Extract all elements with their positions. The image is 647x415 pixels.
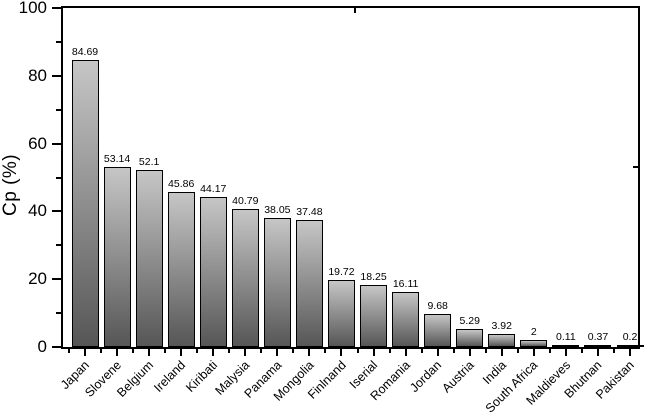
bar xyxy=(520,340,548,347)
y-tick-label: 40 xyxy=(28,201,47,221)
x-axis-minor-tick xyxy=(196,349,199,353)
x-axis-minor-tick xyxy=(613,349,616,353)
bar-value-label: 53.14 xyxy=(103,152,131,165)
bar-value-label: 0.2 xyxy=(622,331,638,343)
x-axis-major-tick xyxy=(180,349,183,356)
x-axis-minor-tick xyxy=(420,349,423,353)
bar-value-label: 44.17 xyxy=(200,183,227,196)
x-tick-label-text: Austria xyxy=(439,358,477,396)
right-axis-tick xyxy=(633,165,638,168)
x-tick-label-text: Jordan xyxy=(407,358,445,395)
x-axis-minor-tick xyxy=(548,349,551,353)
bar-value-label: 16.11 xyxy=(392,278,419,291)
y-axis-major-tick xyxy=(52,74,61,77)
bar-value-label: 5.29 xyxy=(459,315,480,328)
x-axis-minor-tick xyxy=(324,349,327,353)
bar-value-label: 45.86 xyxy=(168,177,195,190)
x-tick-label-text: Ireland xyxy=(151,358,189,395)
bar xyxy=(360,285,388,347)
bar xyxy=(456,329,484,347)
bar-value-label: 40.79 xyxy=(232,194,259,207)
y-axis-major-tick xyxy=(52,346,61,348)
x-axis-major-tick xyxy=(532,349,535,356)
plot-area: 0 20 40 60 80 100 84.69 Japan 53.14 Slovene 52.1 Be… xyxy=(19,0,644,415)
bar xyxy=(584,345,612,347)
x-axis-major-tick xyxy=(629,349,632,356)
bar-value-label: 9.68 xyxy=(427,300,448,313)
bar xyxy=(488,333,516,347)
bar-value-label: 2 xyxy=(530,326,537,339)
bar xyxy=(167,191,195,347)
bar xyxy=(424,314,452,347)
x-axis-minor-tick xyxy=(388,349,391,353)
y-axis-major-tick xyxy=(52,278,61,281)
x-axis-minor-tick xyxy=(580,349,583,353)
x-axis-major-tick xyxy=(468,349,471,356)
x-axis-minor-tick xyxy=(100,349,103,353)
bar xyxy=(263,218,291,347)
x-axis-minor-tick xyxy=(516,349,519,353)
bar xyxy=(327,280,355,347)
bar xyxy=(231,208,259,347)
x-axis-major-tick xyxy=(212,349,215,356)
x-axis-minor-tick xyxy=(132,349,135,353)
x-axis-major-tick xyxy=(244,349,247,356)
x-axis-minor-tick xyxy=(260,349,263,353)
y-axis-major-tick xyxy=(52,210,61,213)
y-axis-minor-tick xyxy=(56,176,61,179)
x-axis-minor-tick xyxy=(356,349,359,353)
x-axis-major-tick xyxy=(436,349,439,356)
x-axis-minor-tick xyxy=(164,349,167,353)
top-axis-tick xyxy=(354,8,357,13)
y-axis-minor-tick xyxy=(56,40,61,43)
y-tick-label: 60 xyxy=(28,133,47,153)
y-axis-minor-tick xyxy=(56,108,61,111)
bar xyxy=(392,292,420,347)
bar-value-label: 84.69 xyxy=(71,45,99,58)
x-axis-major-tick xyxy=(340,349,343,356)
x-axis-minor-tick xyxy=(452,349,455,353)
y-tick-label: 20 xyxy=(28,269,47,289)
x-axis-minor-tick xyxy=(228,349,231,353)
bar-value-label: 37.48 xyxy=(296,205,323,218)
x-axis-minor-tick xyxy=(68,349,70,353)
y-axis-major-tick xyxy=(52,7,61,9)
x-axis-major-tick xyxy=(500,349,503,356)
bar-value-label: 0.37 xyxy=(587,331,609,343)
x-axis-major-tick xyxy=(84,349,86,356)
x-axis-major-tick xyxy=(564,349,567,356)
y-axis-minor-tick xyxy=(56,312,61,315)
bar xyxy=(103,166,131,347)
x-axis-major-tick xyxy=(148,349,151,356)
bar-value-label: 52.1 xyxy=(138,156,160,169)
y-axis-minor-tick xyxy=(56,244,61,247)
x-axis-major-tick xyxy=(308,349,311,356)
bar-value-label: 0.11 xyxy=(556,331,576,343)
bar-value-label: 19.72 xyxy=(328,266,355,279)
x-axis-major-tick xyxy=(372,349,375,356)
y-tick-label: 100 xyxy=(18,0,47,17)
y-axis-major-tick xyxy=(52,142,61,145)
bar xyxy=(71,59,99,347)
bar xyxy=(295,219,323,347)
bar xyxy=(135,170,163,347)
x-axis-major-tick xyxy=(276,349,279,356)
bar-value-label: 3.92 xyxy=(491,319,512,332)
x-axis-major-tick xyxy=(404,349,407,356)
bar-value-label: 18.25 xyxy=(360,271,387,284)
y-tick-label: 80 xyxy=(28,65,47,85)
bar xyxy=(199,197,227,347)
x-axis-major-tick xyxy=(116,349,119,356)
bar xyxy=(616,345,644,347)
bar xyxy=(552,345,580,347)
x-axis-minor-tick xyxy=(484,349,487,353)
bar-value-label: 38.05 xyxy=(264,204,291,217)
x-axis-major-tick xyxy=(596,349,599,356)
y-tick-label: 0 xyxy=(37,337,47,356)
x-axis-minor-tick xyxy=(292,349,295,353)
